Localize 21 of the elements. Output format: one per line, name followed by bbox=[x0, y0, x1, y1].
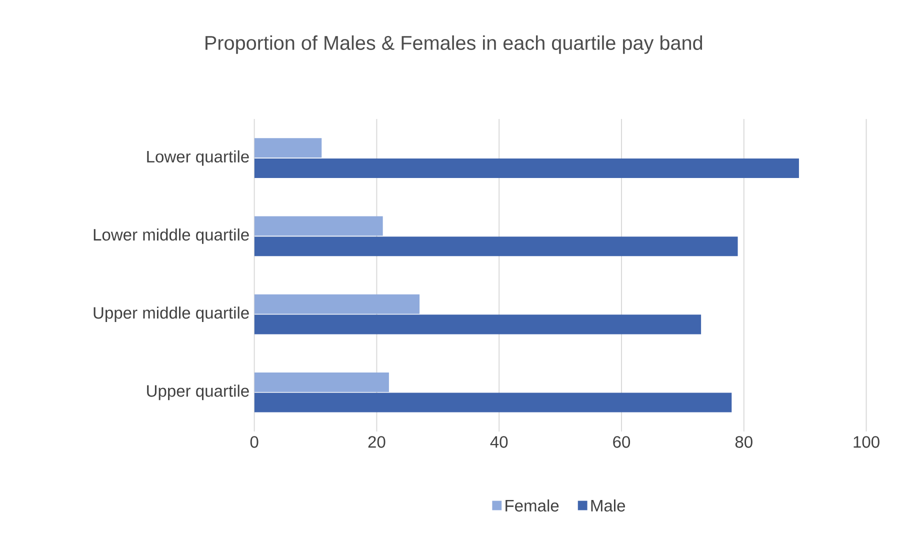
bar bbox=[254, 393, 732, 413]
bar bbox=[254, 294, 420, 314]
chart-title: Proportion of Males & Females in each quartile pay band bbox=[206, 36, 702, 54]
y-tick-label: Lower middle quartile bbox=[94, 228, 249, 244]
bar bbox=[254, 314, 702, 334]
x-tick-label: 0 bbox=[250, 436, 258, 448]
bar bbox=[254, 236, 738, 256]
y-tick-label: Upper quartile bbox=[147, 384, 249, 400]
legend-label: Female bbox=[506, 500, 559, 512]
y-tick-label: Upper middle quartile bbox=[94, 306, 249, 322]
x-tick-label: 100 bbox=[854, 436, 880, 448]
bar bbox=[254, 138, 322, 158]
y-tick-label: Lower quartile bbox=[147, 150, 249, 166]
bar bbox=[254, 216, 383, 236]
x-tick-label: 60 bbox=[613, 436, 630, 448]
legend-label: Male bbox=[591, 500, 626, 512]
x-tick-label: 40 bbox=[490, 436, 508, 448]
x-tick-label: 80 bbox=[735, 436, 752, 448]
bar bbox=[254, 158, 799, 178]
bar bbox=[254, 372, 389, 392]
x-tick-label: 20 bbox=[368, 436, 386, 448]
